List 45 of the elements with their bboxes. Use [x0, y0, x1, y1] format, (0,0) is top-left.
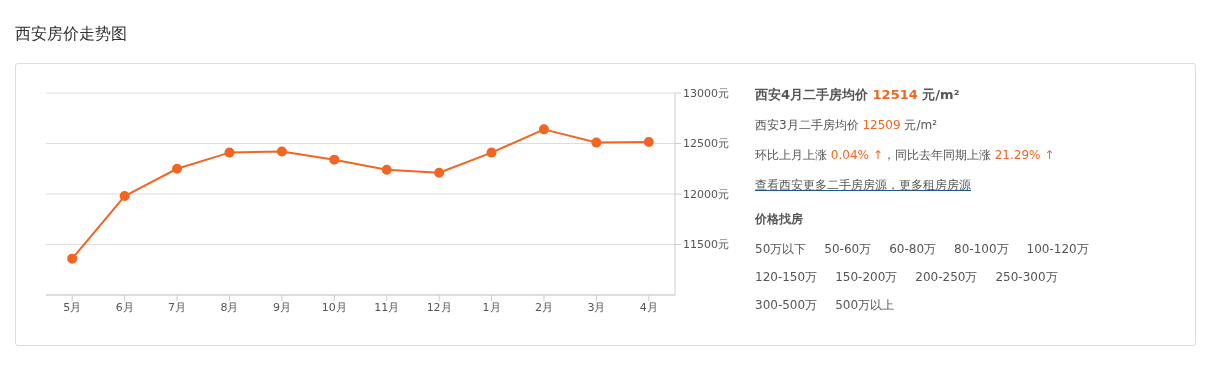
text: 50-60万 [824, 242, 872, 256]
x-tick-label: 2月 [534, 300, 553, 314]
y-tick-label: 11500元 [683, 238, 729, 252]
text: 西安4月二手房均价 12514 元/m² [755, 87, 960, 102]
x-tick-label: 1月 [482, 300, 501, 314]
x-tick-label: 6月 [115, 300, 134, 314]
point [591, 137, 602, 148]
point [329, 154, 340, 165]
point [119, 191, 130, 202]
text: 120-150万 [755, 270, 818, 284]
point [224, 147, 235, 158]
x-tick-label: 10月 [321, 300, 347, 314]
text: 60-80万 [889, 242, 937, 256]
y-tick-label: 13000元 [683, 86, 729, 100]
point [486, 147, 497, 158]
text: 200-250万 [915, 270, 978, 284]
point [434, 167, 445, 178]
text: 500万以上 [835, 298, 895, 312]
chart-title: 西安房价走势图 [15, 24, 127, 45]
text: 环比上月上涨 0.04% ↑，同比去年同期上涨 21.29% ↑ [755, 148, 1055, 162]
y-tick-label: 12500元 [683, 137, 729, 151]
text: 300-500万 [755, 298, 818, 312]
text: 价格找房 [755, 211, 804, 228]
x-tick-label: 4月 [639, 300, 658, 314]
point [276, 146, 287, 157]
x-tick-label: 8月 [220, 300, 239, 314]
x-tick-label: 5月 [63, 300, 82, 314]
x-tick-label: 12月 [426, 300, 452, 314]
point [643, 137, 654, 148]
text: 250-300万 [995, 270, 1058, 284]
text: 100-120万 [1026, 242, 1089, 256]
point [172, 163, 183, 174]
point [538, 124, 549, 135]
y-tick-label: 12000元 [683, 187, 729, 201]
x-tick-label: 3月 [587, 300, 606, 314]
x-tick-label: 11月 [374, 300, 400, 314]
text: 80-100万 [954, 242, 1009, 256]
x-tick-label: 9月 [272, 300, 291, 314]
x-tick-label: 7月 [168, 300, 187, 314]
point [67, 253, 78, 264]
text: 150-200万 [835, 270, 898, 284]
text: 西安3月二手房均价 12509 元/m² [755, 118, 937, 132]
text: 查看西安更多二手房房源，更多租房房源 [755, 178, 971, 192]
point [381, 164, 392, 175]
text: 50万以下 [755, 242, 807, 256]
